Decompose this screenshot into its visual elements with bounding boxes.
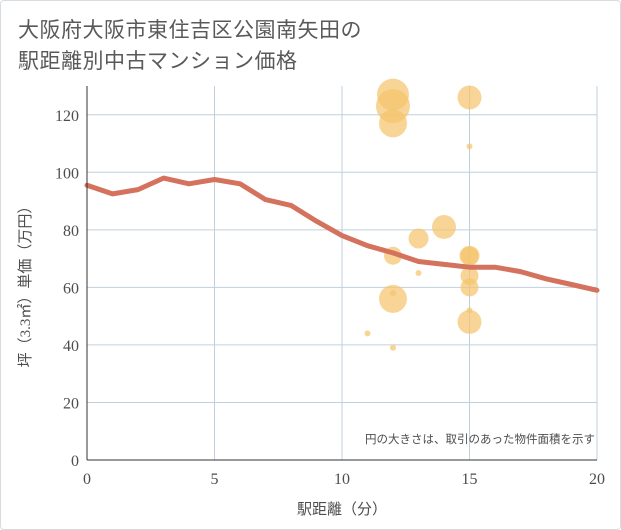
data-bubble (460, 246, 479, 265)
data-bubble (364, 330, 371, 337)
y-axis-label: 坪（3.3㎡）単価（万円） (17, 199, 34, 368)
chart-title-line-1: 大阪府大阪市東住吉区公園南矢田の (18, 18, 362, 42)
x-tick-label: 20 (589, 471, 605, 488)
y-tick-label: 100 (55, 165, 79, 182)
y-tick-label: 20 (63, 395, 79, 412)
data-bubble (379, 109, 407, 138)
x-tick-label: 10 (334, 471, 350, 488)
trend-line (84, 175, 600, 293)
data-bubble (457, 309, 482, 334)
trend-line-series (84, 175, 600, 293)
data-bubble (379, 284, 407, 313)
data-bubble (390, 344, 396, 351)
bubble-series (364, 78, 482, 351)
data-bubble (415, 270, 422, 276)
data-bubble (466, 143, 473, 150)
y-tick-label: 60 (63, 280, 79, 297)
y-tick-label: 80 (63, 223, 79, 240)
x-tick-label: 0 (83, 471, 91, 488)
bubble-size-note: 円の大きさは、取引のあった物件面積を示す (365, 432, 595, 446)
data-bubble (457, 85, 482, 110)
y-tick-label: 0 (71, 453, 79, 470)
chart-title: 大阪府大阪市東住吉区公園南矢田の 駅距離別中古マンション価格 (18, 15, 578, 77)
x-tick-label: 15 (462, 471, 478, 488)
x-tick-label: 5 (211, 471, 219, 488)
grid-lines (87, 86, 598, 460)
data-bubble (460, 278, 479, 297)
x-axis-label: 駅距離（分） (297, 500, 387, 518)
y-tick-label: 40 (63, 338, 79, 355)
data-bubble (432, 214, 456, 239)
chart-title-line-2: 駅距離別中古マンション価格 (18, 49, 298, 73)
axes: 0 20 40 60 80 100 120 0 5 10 15 20 (55, 86, 605, 488)
data-bubble (408, 228, 429, 249)
y-tick-label: 120 (55, 108, 79, 125)
